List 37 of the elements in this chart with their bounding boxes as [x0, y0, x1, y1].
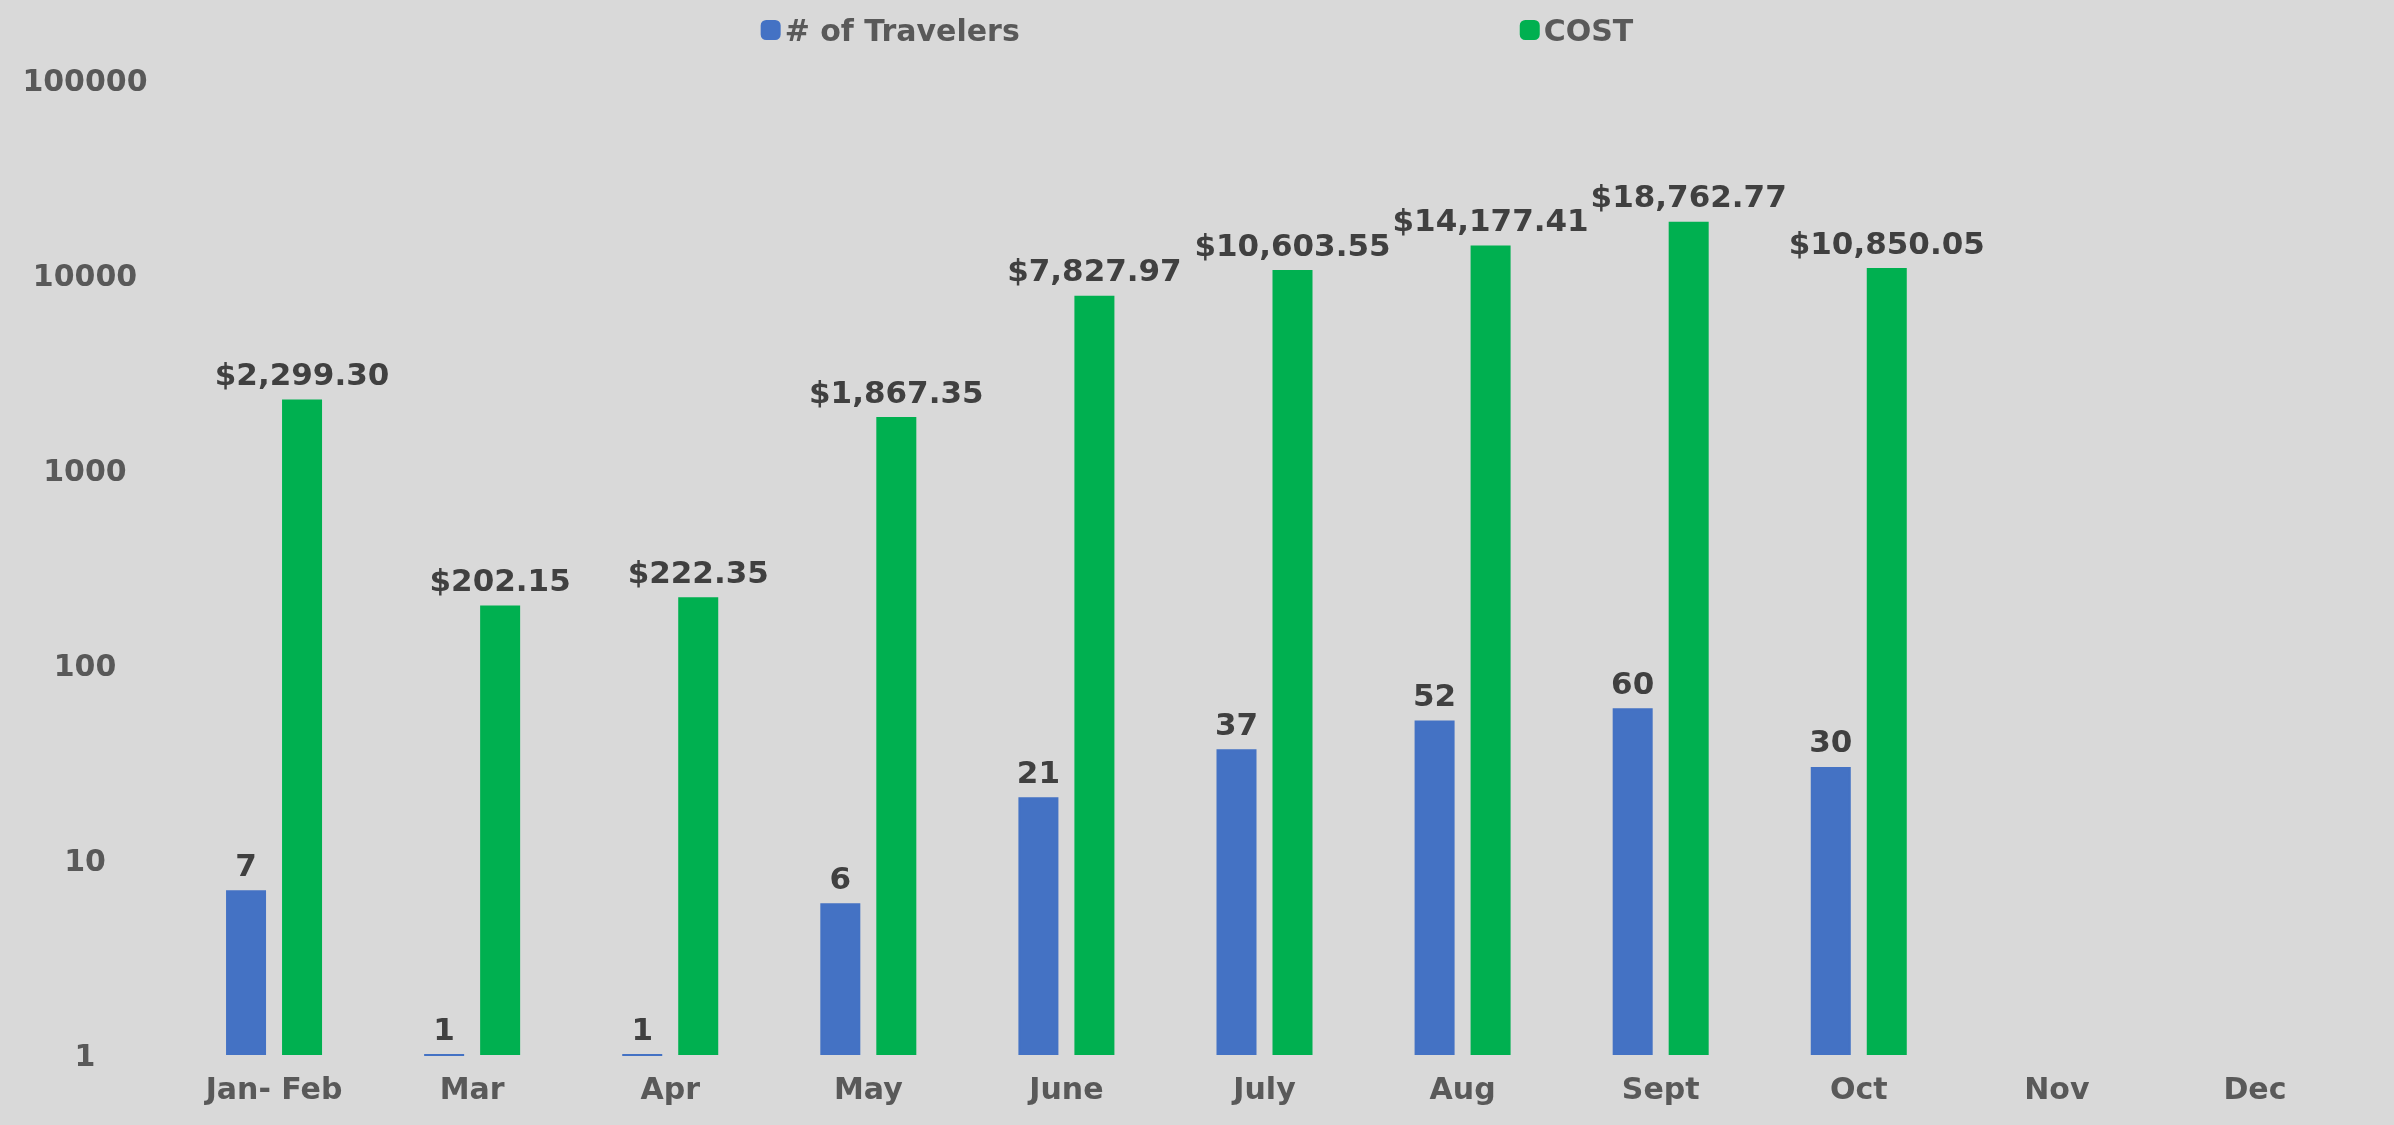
data-label: $14,177.41	[1392, 201, 1589, 238]
y-tick-label: 1000	[43, 452, 127, 488]
data-label: 21	[1016, 753, 1060, 790]
x-tick-label: May	[833, 1070, 904, 1106]
data-label: $18,762.77	[1590, 178, 1787, 215]
legend-label: COST	[1543, 12, 1634, 48]
data-label: $202.15	[429, 561, 571, 598]
data-label: 60	[1611, 664, 1655, 701]
data-label: $1,867.35	[809, 373, 984, 410]
x-tick-label: Apr	[640, 1070, 701, 1106]
legend-label: # of Travelers	[784, 12, 1020, 48]
x-tick-label: Oct	[1829, 1070, 1888, 1106]
data-label: $10,850.05	[1788, 224, 1985, 261]
x-tick-label: Nov	[2024, 1070, 2090, 1106]
data-label: $222.35	[627, 553, 769, 590]
y-tick-label: 10000	[32, 257, 138, 293]
data-label: 1	[433, 1010, 455, 1047]
y-tick-label: 100	[53, 647, 117, 683]
data-label: 6	[829, 859, 852, 896]
y-tick-label: 100000	[22, 62, 148, 98]
x-tick-label: July	[1231, 1070, 1297, 1106]
y-tick-label: 1	[74, 1037, 96, 1073]
data-label: 1	[631, 1010, 654, 1047]
data-label: 7	[235, 846, 257, 883]
data-label: $7,827.97	[1007, 252, 1182, 289]
x-tick-label: Aug	[1429, 1070, 1496, 1106]
data-label: 30	[1809, 723, 1853, 760]
data-label: 52	[1413, 676, 1457, 713]
x-tick-label: Mar	[439, 1070, 505, 1106]
x-tick-label: June	[1027, 1070, 1104, 1106]
x-tick-label: Jan- Feb	[203, 1070, 343, 1106]
data-label: 37	[1214, 705, 1259, 742]
x-tick-label: Dec	[2223, 1070, 2287, 1106]
data-label: $10,603.55	[1194, 226, 1391, 263]
x-tick-label: Sept	[1621, 1070, 1700, 1106]
data-label: $2,299.30	[214, 355, 390, 392]
y-tick-label: 10	[64, 842, 106, 878]
